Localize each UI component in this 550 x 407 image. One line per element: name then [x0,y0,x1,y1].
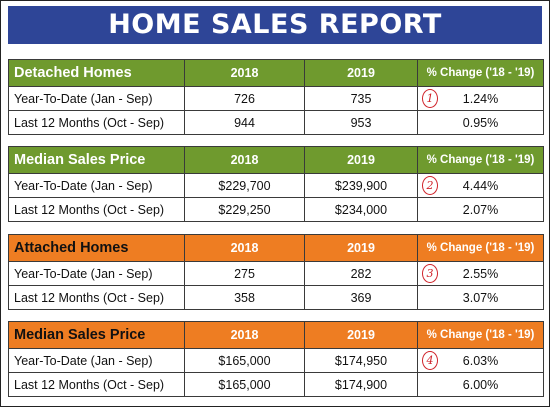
table-row: Last 12 Months (Oct - Sep) $165,000 $174… [8,372,544,397]
detached-homes-table: Detached Homes 2018 2019 % Change ('18 -… [8,59,544,135]
col-2019-header: 2019 [304,234,418,262]
change-cell: 3 2.55% [417,261,544,286]
col-2018-header: 2018 [184,146,305,174]
change-cell: 4 6.03% [417,348,544,373]
value-2018: 726 [184,86,305,111]
table-header-row: Detached Homes 2018 2019 % Change ('18 -… [8,59,544,87]
table-row: Year-To-Date (Jan - Sep) 726 735 1 1.24% [8,86,544,111]
change-value: 0.95% [417,110,544,135]
table-header-row: Median Sales Price 2018 2019 % Change ('… [8,146,544,174]
value-2019: 369 [304,285,418,310]
change-value: 6.03% [462,353,499,368]
col-2019-header: 2019 [304,146,418,174]
col-2019-header: 2019 [304,59,418,87]
table-header-row: Attached Homes 2018 2019 % Change ('18 -… [8,234,544,262]
value-2018: $165,000 [184,372,305,397]
table-row: Year-To-Date (Jan - Sep) $165,000 $174,9… [8,348,544,373]
value-2019: $174,900 [304,372,418,397]
value-2018: $229,250 [184,197,305,222]
value-2018: 358 [184,285,305,310]
change-value: 3.07% [417,285,544,310]
change-value: 2.07% [417,197,544,222]
col-change-header: % Change ('18 - '19) [417,59,544,87]
attached-homes-table: Attached Homes 2018 2019 % Change ('18 -… [8,234,544,310]
attached-median-price-table: Median Sales Price 2018 2019 % Change ('… [8,321,544,397]
report-title: HOME SALES REPORT [8,6,542,44]
table-row: Year-To-Date (Jan - Sep) 275 282 3 2.55% [8,261,544,286]
table-row: Last 12 Months (Oct - Sep) 944 953 0.95% [8,110,544,135]
row-label: Last 12 Months (Oct - Sep) [8,197,185,222]
value-2018: $229,700 [184,173,305,198]
section-title: Attached Homes [8,234,185,262]
value-2019: 735 [304,86,418,111]
annotation-marker: 4 [422,351,438,370]
value-2018: 275 [184,261,305,286]
row-label: Year-To-Date (Jan - Sep) [8,261,185,286]
detached-median-price-table: Median Sales Price 2018 2019 % Change ('… [8,146,544,222]
change-value: 4.44% [462,178,499,193]
value-2019: $174,950 [304,348,418,373]
col-change-header: % Change ('18 - '19) [417,234,544,262]
row-label: Year-To-Date (Jan - Sep) [8,86,185,111]
col-change-header: % Change ('18 - '19) [417,146,544,174]
row-label: Last 12 Months (Oct - Sep) [8,372,185,397]
row-label: Year-To-Date (Jan - Sep) [8,348,185,373]
table-row: Last 12 Months (Oct - Sep) $229,250 $234… [8,197,544,222]
value-2019: $239,900 [304,173,418,198]
change-value: 2.55% [462,266,499,281]
value-2018: $165,000 [184,348,305,373]
value-2019: 953 [304,110,418,135]
table-header-row: Median Sales Price 2018 2019 % Change ('… [8,321,544,349]
change-value: 6.00% [417,372,544,397]
value-2019: 282 [304,261,418,286]
section-title: Median Sales Price [8,321,185,349]
table-row: Last 12 Months (Oct - Sep) 358 369 3.07% [8,285,544,310]
annotation-marker: 2 [422,176,438,195]
annotation-marker: 1 [422,89,438,108]
section-title: Median Sales Price [8,146,185,174]
change-value: 1.24% [462,91,499,106]
col-2018-header: 2018 [184,321,305,349]
row-label: Year-To-Date (Jan - Sep) [8,173,185,198]
col-change-header: % Change ('18 - '19) [417,321,544,349]
value-2019: $234,000 [304,197,418,222]
col-2018-header: 2018 [184,59,305,87]
row-label: Last 12 Months (Oct - Sep) [8,285,185,310]
annotation-marker: 3 [422,264,438,283]
col-2018-header: 2018 [184,234,305,262]
table-row: Year-To-Date (Jan - Sep) $229,700 $239,9… [8,173,544,198]
change-cell: 1 1.24% [417,86,544,111]
col-2019-header: 2019 [304,321,418,349]
value-2018: 944 [184,110,305,135]
change-cell: 2 4.44% [417,173,544,198]
row-label: Last 12 Months (Oct - Sep) [8,110,185,135]
section-title: Detached Homes [8,59,185,87]
